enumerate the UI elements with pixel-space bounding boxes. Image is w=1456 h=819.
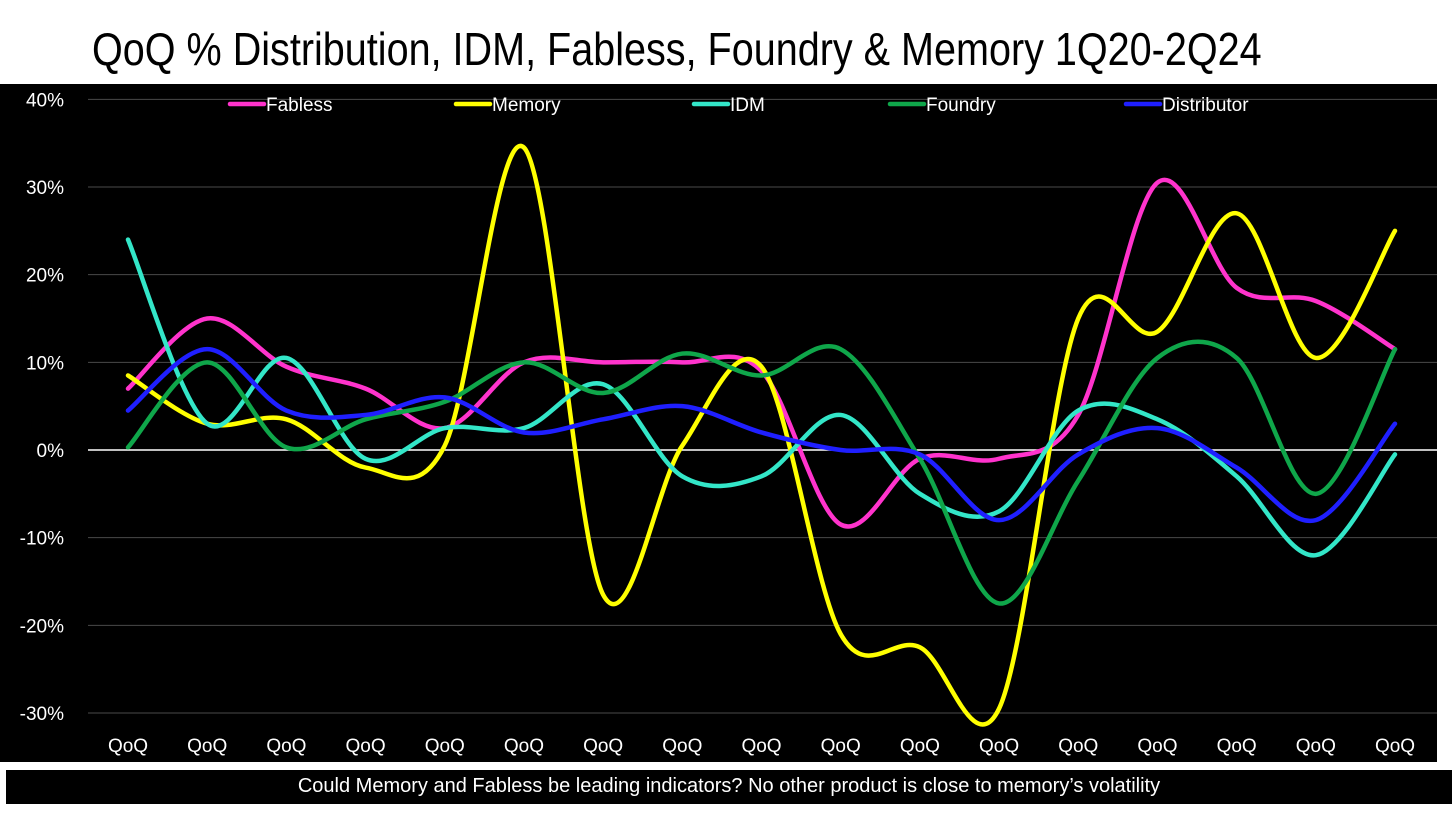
legend-label-idm: IDM	[730, 95, 765, 116]
y-tick-label: 20%	[26, 266, 64, 287]
chart-title: QoQ % Distribution, IDM, Fabless, Foundr…	[92, 23, 1262, 75]
x-tick-label: QoQ	[662, 736, 702, 757]
x-tick-label: QoQ	[1375, 736, 1415, 757]
series-line-idm	[125, 237, 1398, 558]
series-line-memory	[125, 143, 1398, 727]
x-tick-label: QoQ	[425, 736, 465, 757]
x-tick-label: QoQ	[187, 736, 227, 757]
x-tick-label: QoQ	[266, 736, 306, 757]
y-tick-label: 0%	[37, 441, 65, 462]
legend: Fabless Memory IDM Foundry Distributor	[227, 95, 1249, 116]
x-tick-label: QoQ	[1217, 736, 1257, 757]
series-line-distributor	[125, 346, 1398, 524]
x-tick-label: QoQ	[821, 736, 861, 757]
y-tick-label: -20%	[20, 616, 64, 637]
footer-caption: Could Memory and Fabless be leading indi…	[6, 770, 1452, 804]
x-axis-ticks: QoQ QoQ QoQ QoQ QoQ QoQ QoQ QoQ QoQ QoQ QoQ QoQ QoQ Q…	[108, 736, 1415, 757]
x-tick-label: QoQ	[900, 736, 940, 757]
line-chart: 40%30%20%10%0%-10%-20%-30% QoQ QoQ QoQ QoQ Q…	[20, 90, 1437, 757]
x-tick-label: QoQ	[504, 736, 544, 757]
x-tick-label: QoQ	[741, 736, 781, 757]
x-tick-label: QoQ	[346, 736, 386, 757]
y-tick-label: -10%	[20, 529, 64, 550]
legend-label-fabless: Fabless	[266, 95, 333, 116]
y-tick-label: -30%	[20, 704, 64, 725]
gridlines	[88, 98, 1437, 714]
legend-label-memory: Memory	[492, 95, 561, 116]
x-tick-label: QoQ	[1058, 736, 1098, 757]
chart-panel: 40% 30% 20% 10% 0% -10% -20% -30% QoQ QoQ QoQ QoQ Q…	[0, 84, 1437, 762]
x-tick-label: QoQ	[108, 736, 148, 757]
series-line-foundry	[125, 339, 1398, 606]
legend-label-distributor: Distributor	[1162, 95, 1249, 116]
legend-label-foundry: Foundry	[926, 95, 996, 116]
x-tick-label: QoQ	[979, 736, 1019, 757]
y-tick-label: 10%	[26, 353, 64, 374]
y-tick-label: 30%	[26, 178, 64, 199]
y-axis-ticks: 40% 30% 20% 10% 0% -10% -20% -30%	[20, 90, 64, 725]
x-tick-label: QoQ	[583, 736, 623, 757]
x-tick-label: QoQ	[1137, 736, 1177, 757]
y-tick-label: 40%	[26, 90, 64, 111]
x-tick-label: QoQ	[1296, 736, 1336, 757]
series-lines	[125, 143, 1398, 727]
